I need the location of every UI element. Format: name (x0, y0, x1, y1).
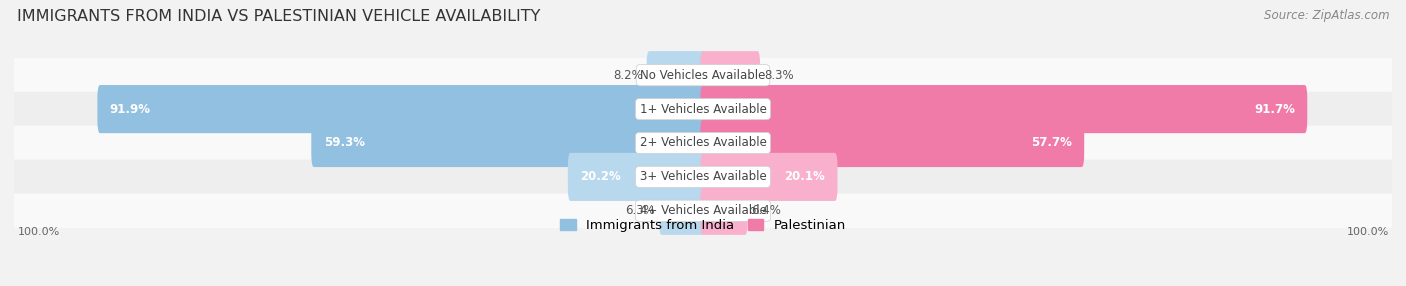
Text: 6.3%: 6.3% (626, 204, 655, 217)
FancyBboxPatch shape (14, 126, 1392, 160)
Text: 8.2%: 8.2% (613, 69, 643, 82)
FancyBboxPatch shape (14, 194, 1392, 228)
Text: No Vehicles Available: No Vehicles Available (640, 69, 766, 82)
FancyBboxPatch shape (700, 85, 1308, 133)
Text: 3+ Vehicles Available: 3+ Vehicles Available (640, 170, 766, 183)
Text: 20.2%: 20.2% (581, 170, 621, 183)
FancyBboxPatch shape (14, 160, 1392, 194)
Text: 8.3%: 8.3% (763, 69, 793, 82)
Text: 91.7%: 91.7% (1254, 103, 1295, 116)
FancyBboxPatch shape (659, 187, 706, 235)
Text: 59.3%: 59.3% (323, 136, 364, 150)
FancyBboxPatch shape (700, 51, 761, 99)
Text: 6.4%: 6.4% (752, 204, 782, 217)
FancyBboxPatch shape (700, 153, 838, 201)
Text: 91.9%: 91.9% (110, 103, 150, 116)
Text: 1+ Vehicles Available: 1+ Vehicles Available (640, 103, 766, 116)
Text: IMMIGRANTS FROM INDIA VS PALESTINIAN VEHICLE AVAILABILITY: IMMIGRANTS FROM INDIA VS PALESTINIAN VEH… (17, 9, 540, 23)
Text: Source: ZipAtlas.com: Source: ZipAtlas.com (1264, 9, 1389, 21)
FancyBboxPatch shape (14, 58, 1392, 92)
FancyBboxPatch shape (311, 119, 706, 167)
Text: 100.0%: 100.0% (1347, 227, 1389, 237)
Legend: Immigrants from India, Palestinian: Immigrants from India, Palestinian (554, 213, 852, 237)
Text: 57.7%: 57.7% (1031, 136, 1071, 150)
Text: 20.1%: 20.1% (785, 170, 825, 183)
Text: 2+ Vehicles Available: 2+ Vehicles Available (640, 136, 766, 150)
FancyBboxPatch shape (97, 85, 706, 133)
Text: 4+ Vehicles Available: 4+ Vehicles Available (640, 204, 766, 217)
FancyBboxPatch shape (700, 187, 748, 235)
FancyBboxPatch shape (568, 153, 706, 201)
Text: 100.0%: 100.0% (17, 227, 59, 237)
FancyBboxPatch shape (14, 92, 1392, 126)
FancyBboxPatch shape (647, 51, 706, 99)
FancyBboxPatch shape (700, 119, 1084, 167)
